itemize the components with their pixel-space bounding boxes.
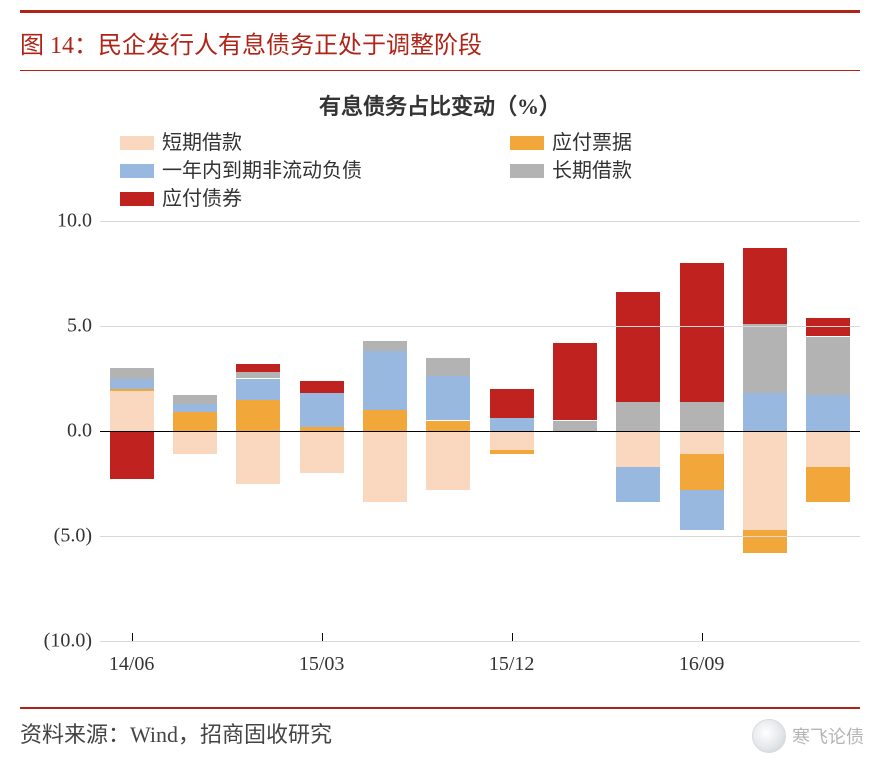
bar-segment (173, 431, 217, 454)
bar-segment (110, 379, 154, 390)
x-axis: 14/06 15/03 15/12 16/09 (100, 641, 860, 701)
bar-segment (426, 376, 470, 420)
bar-segment (426, 431, 470, 490)
plot-area (100, 221, 860, 641)
legend-swatch (120, 164, 154, 178)
bar-segment (173, 404, 217, 412)
legend-item: 短期借款 (120, 129, 480, 157)
chart: 10.05.00.0(5.0)(10.0) 14/0615/0315/1216/… (20, 221, 860, 701)
bar-segment (236, 364, 280, 372)
source-line: 资料来源：Wind，招商固收研究 (20, 707, 860, 749)
x-tick-label: 15/12 (489, 653, 535, 676)
bar-segment (743, 393, 787, 431)
bar-segment (490, 450, 534, 454)
bar-segment (680, 402, 724, 431)
y-axis: 10.05.00.0(5.0)(10.0) (20, 221, 100, 641)
bar-segment (300, 393, 344, 427)
x-tick-mark (322, 633, 323, 641)
bar-segment (236, 431, 280, 484)
bar-segment (616, 402, 660, 431)
bar-segment (300, 431, 344, 473)
bar-segment (806, 467, 850, 503)
x-tick-mark (702, 633, 703, 641)
bar-segment (173, 412, 217, 431)
legend-item: 一年内到期非流动负债 (120, 157, 480, 185)
bar-segment (426, 421, 470, 432)
bar-segment (743, 530, 787, 553)
bar-segment (363, 351, 407, 410)
bar-segment (300, 381, 344, 394)
x-tick-label: 15/03 (299, 653, 345, 676)
legend-label: 应付票据 (552, 129, 632, 157)
bar-segment (743, 324, 787, 393)
bar-segment (680, 263, 724, 402)
bar-segment (806, 318, 850, 337)
legend-swatch (510, 164, 544, 178)
bar-segment (806, 395, 850, 431)
bar-segment (110, 389, 154, 391)
bar-segment (680, 454, 724, 490)
bar-segment (616, 467, 660, 503)
legend-swatch (120, 192, 154, 206)
y-tick-label: (5.0) (54, 525, 92, 548)
bar-segment (110, 368, 154, 379)
legend-item: 应付票据 (510, 129, 632, 157)
bar-segment (363, 341, 407, 352)
figure-title-text: 民企发行人有息债务正处于调整阶段 (98, 33, 482, 59)
legend-label: 长期借款 (552, 157, 632, 185)
grid-line (100, 536, 860, 537)
bar-segment (490, 389, 534, 418)
figure-title-bar: 图 14：民企发行人有息债务正处于调整阶段 (20, 10, 860, 71)
legend-swatch (120, 136, 154, 150)
watermark-text: 寒飞论债 (792, 723, 864, 749)
y-tick-label: 5.0 (67, 315, 92, 338)
bar-segment (236, 372, 280, 378)
grid-line (100, 326, 860, 327)
bar-segment (363, 410, 407, 431)
figure-number: 图 14： (20, 33, 98, 59)
x-tick-label: 14/06 (109, 653, 155, 676)
legend-label: 应付债券 (162, 185, 242, 213)
y-tick-label: 0.0 (67, 420, 92, 443)
bar-segment (616, 292, 660, 401)
bar-segment (173, 395, 217, 403)
legend-label: 短期借款 (162, 129, 242, 157)
legend-item: 长期借款 (510, 157, 632, 185)
bar-segment (490, 431, 534, 450)
bar-segment (806, 431, 850, 467)
legend-item: 应付债券 (120, 185, 480, 213)
legend-swatch (510, 136, 544, 150)
chart-title: 有息债务占比变动（%） (20, 89, 860, 121)
y-tick-label: (10.0) (44, 630, 92, 653)
bar-segment (426, 358, 470, 377)
figure-title: 图 14：民企发行人有息债务正处于调整阶段 (20, 25, 860, 60)
bar-segment (806, 337, 850, 396)
bar-segment (553, 421, 597, 432)
zero-axis-line (100, 431, 860, 432)
y-tick-label: 10.0 (57, 210, 92, 233)
x-tick-label: 16/09 (679, 653, 725, 676)
bar-segment (110, 391, 154, 431)
bar-segment (490, 418, 534, 431)
bar-segment (363, 431, 407, 502)
bar-segment (553, 343, 597, 421)
bar-segment (236, 400, 280, 432)
bar-segment (110, 431, 154, 479)
x-tick-mark (512, 633, 513, 641)
legend: 短期借款 应付票据一年内到期非流动负债 长期借款应付债券 (120, 129, 860, 213)
bar-segment (236, 379, 280, 400)
watermark: 寒飞论债 (752, 719, 864, 753)
grid-line (100, 221, 860, 222)
bar-segment (616, 431, 660, 467)
bar-segment (680, 490, 724, 530)
x-tick-mark (132, 633, 133, 641)
watermark-logo-icon (752, 719, 786, 753)
source-prefix: 资料来源： (20, 722, 130, 747)
bar-segment (743, 248, 787, 324)
figure-container: 图 14：民企发行人有息债务正处于调整阶段 有息债务占比变动（%） 短期借款应付… (0, 0, 880, 769)
bar-segment (680, 431, 724, 454)
source-text: Wind，招商固收研究 (130, 722, 332, 747)
bar-segment (743, 431, 787, 530)
legend-label: 一年内到期非流动负债 (162, 157, 362, 185)
